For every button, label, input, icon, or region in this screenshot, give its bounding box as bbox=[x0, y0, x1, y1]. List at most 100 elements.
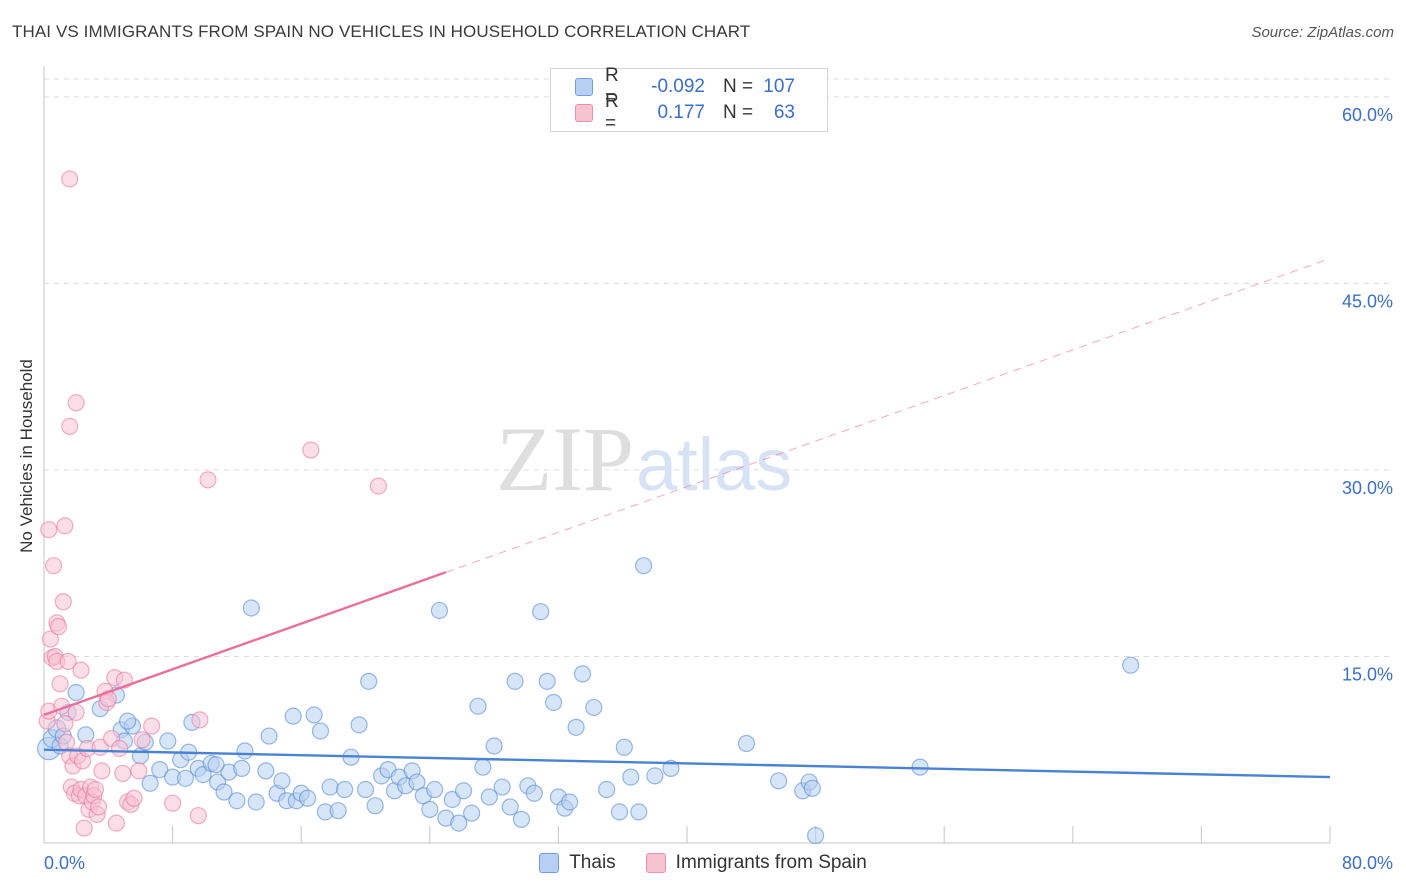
y-axis-label: No Vehicles in Household bbox=[17, 359, 36, 553]
point-thais bbox=[228, 792, 246, 810]
point-thais bbox=[236, 742, 254, 760]
point-thais bbox=[366, 797, 384, 815]
point-thais bbox=[350, 716, 368, 734]
trend-line-spain-solid bbox=[43, 571, 447, 717]
point-thais bbox=[485, 737, 503, 755]
point-spain bbox=[56, 517, 74, 535]
point-thais bbox=[525, 784, 543, 802]
point-thais bbox=[622, 768, 640, 786]
chart-title: THAI VS IMMIGRANTS FROM SPAIN NO VEHICLE… bbox=[12, 22, 751, 41]
point-spain bbox=[90, 798, 108, 816]
point-thais bbox=[421, 800, 439, 819]
point-spain bbox=[125, 789, 143, 807]
point-spain bbox=[61, 170, 79, 188]
point-thais bbox=[426, 780, 444, 799]
point-thais bbox=[532, 603, 550, 621]
point-spain bbox=[199, 471, 217, 489]
point-spain bbox=[110, 739, 129, 758]
point-thais bbox=[615, 738, 633, 756]
point-thais bbox=[284, 707, 302, 725]
point-spain bbox=[133, 731, 151, 749]
legend-row-thais: R = -0.092 N = 107 bbox=[575, 65, 795, 108]
grid-lines bbox=[44, 78, 1394, 657]
point-spain bbox=[191, 711, 209, 729]
legend-n-value: 107 bbox=[763, 76, 795, 97]
point-spain bbox=[49, 618, 68, 636]
point-thais bbox=[360, 672, 378, 690]
point-thais bbox=[561, 793, 579, 811]
point-thais bbox=[469, 697, 487, 715]
y-tick-label: 45.0% bbox=[1342, 291, 1393, 311]
point-thais bbox=[544, 693, 563, 712]
trend-line-spain-dashed bbox=[445, 258, 1331, 573]
point-thais bbox=[430, 601, 449, 620]
point-spain bbox=[189, 807, 207, 825]
series-label-spain: Immigrants from Spain bbox=[675, 852, 867, 873]
trend-line-thais bbox=[43, 748, 1331, 779]
point-spain bbox=[86, 780, 105, 799]
point-spain bbox=[93, 762, 111, 780]
point-thais bbox=[329, 802, 347, 820]
point-spain bbox=[130, 762, 148, 780]
point-thais bbox=[141, 774, 159, 792]
point-thais bbox=[207, 756, 225, 774]
point-spain bbox=[164, 794, 182, 812]
point-thais bbox=[257, 762, 275, 780]
point-thais bbox=[512, 810, 531, 828]
point-spain bbox=[75, 819, 93, 837]
series-label-thais: Thais bbox=[569, 852, 616, 873]
y-tick-label: 60.0% bbox=[1342, 105, 1393, 125]
point-thais bbox=[634, 557, 653, 575]
series-legend: Thais Immigrants from Spain bbox=[0, 852, 1406, 874]
point-spain bbox=[67, 394, 85, 412]
point-spain bbox=[61, 417, 79, 436]
point-thais bbox=[598, 780, 616, 799]
series-legend-thais[interactable]: Thais bbox=[539, 852, 616, 874]
point-thais bbox=[770, 772, 788, 790]
point-spain bbox=[40, 521, 58, 539]
source-label: Source: ZipAtlas.com bbox=[1251, 24, 1394, 41]
series-swatch-thais bbox=[539, 853, 560, 873]
point-thais bbox=[806, 826, 825, 845]
point-thais bbox=[803, 779, 821, 797]
point-spain bbox=[114, 764, 132, 782]
point-spain bbox=[369, 477, 387, 495]
point-thais bbox=[305, 706, 323, 724]
point-thais bbox=[311, 722, 330, 740]
legend-swatch-spain bbox=[575, 104, 593, 122]
legend-n-label: N = bbox=[723, 76, 754, 97]
point-thais bbox=[247, 793, 265, 811]
watermark-zip: ZIP bbox=[496, 408, 634, 510]
legend-row-spain: R = 0.177 N = 63 bbox=[575, 91, 795, 134]
point-spain bbox=[67, 703, 85, 722]
y-tick-label: 30.0% bbox=[1342, 478, 1393, 498]
legend-n-value: 63 bbox=[773, 102, 795, 123]
point-thais bbox=[450, 814, 468, 832]
point-spain bbox=[51, 675, 69, 693]
series-legend-spain[interactable]: Immigrants from Spain bbox=[645, 852, 867, 874]
point-thais bbox=[443, 790, 461, 809]
point-thais bbox=[462, 804, 481, 822]
point-spain bbox=[56, 715, 74, 733]
point-thais bbox=[67, 683, 85, 702]
point-spain bbox=[45, 557, 63, 575]
point-thais bbox=[242, 599, 260, 617]
point-thais bbox=[273, 772, 291, 790]
legend-swatch-thais bbox=[575, 78, 593, 96]
point-thais bbox=[610, 803, 629, 821]
point-thais bbox=[493, 778, 511, 796]
point-thais bbox=[480, 788, 498, 806]
tick-labels: 15.0% 30.0% 45.0% 60.0% 0.0% 80.0% bbox=[44, 105, 1393, 873]
legend-r-value: 0.177 bbox=[657, 102, 705, 123]
point-thais bbox=[118, 712, 137, 730]
point-thais bbox=[474, 758, 492, 776]
point-thais bbox=[215, 783, 233, 801]
point-thais bbox=[567, 718, 585, 736]
point-thais bbox=[506, 672, 524, 690]
point-spain bbox=[54, 593, 72, 611]
point-spain bbox=[72, 661, 90, 679]
point-spain bbox=[59, 652, 77, 671]
point-thais bbox=[630, 803, 648, 821]
point-thais bbox=[737, 734, 756, 753]
point-thais bbox=[585, 698, 603, 717]
